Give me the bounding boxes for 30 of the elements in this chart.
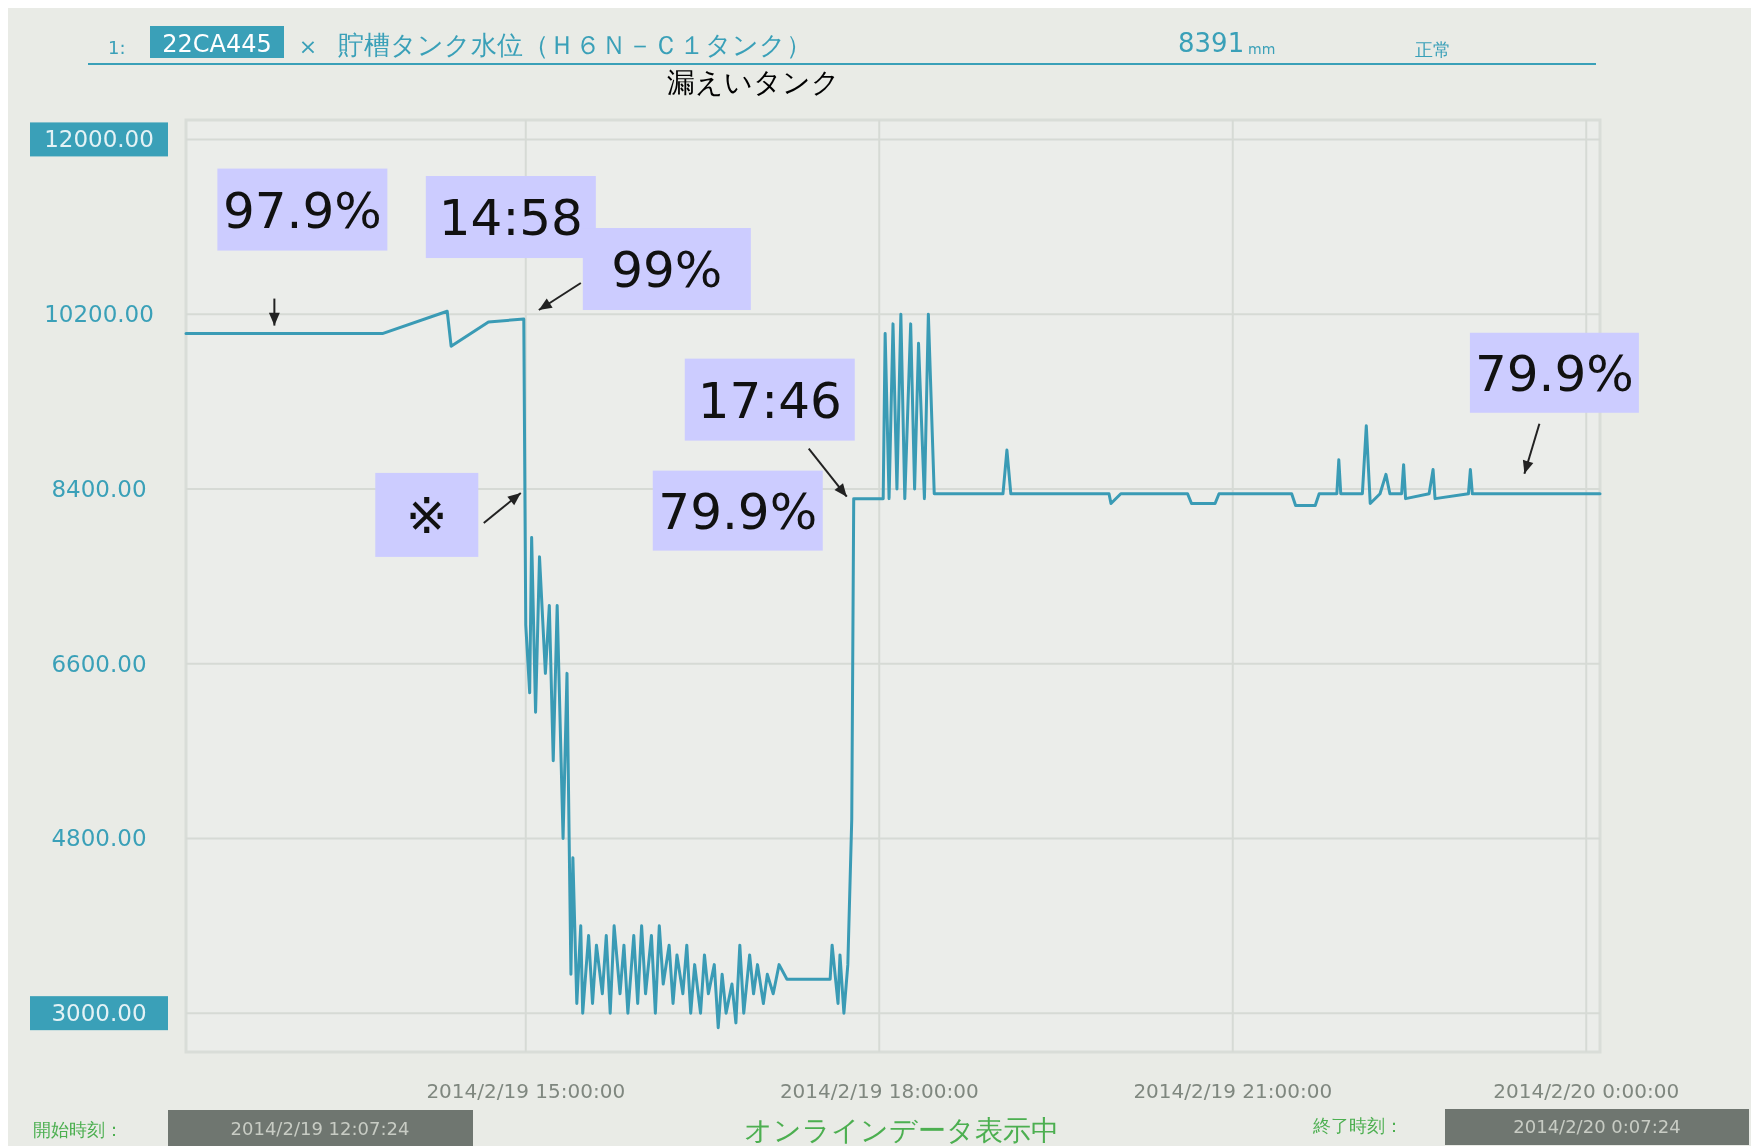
x-tick-label: 2014/2/19 21:00:00 — [1133, 1079, 1333, 1103]
y-tick-label: 10200.00 — [44, 301, 154, 328]
text: 開始時刻： — [33, 1119, 123, 1140]
annotation: 79.9% — [658, 482, 818, 541]
annotation: ※ — [405, 486, 448, 545]
text: 22CA445 — [162, 30, 272, 58]
annotation: 79.9% — [1474, 344, 1634, 403]
text: × — [298, 34, 318, 59]
text: mm — [1248, 41, 1276, 57]
text: 正常 — [1415, 39, 1451, 60]
text: オンラインデータ表示中 — [743, 1114, 1059, 1146]
text: 1: — [108, 37, 126, 58]
chart-title: 貯槽タンク水位（Ｈ６Ｎ－Ｃ１タンク） — [338, 30, 812, 60]
y-tick-label: 4800.00 — [51, 825, 147, 852]
text: 2014/2/20 0:07:24 — [1513, 1116, 1681, 1137]
text: 2014/2/19 12:07:24 — [230, 1118, 410, 1139]
y-tick-label: 8400.00 — [51, 475, 147, 502]
y-tick-label: 3000.00 — [51, 1000, 147, 1027]
annotation: 17:46 — [697, 371, 842, 430]
y-tick-label: 12000.00 — [44, 126, 154, 153]
annotation: 99% — [611, 241, 723, 300]
x-tick-label: 2014/2/20 0:00:00 — [1493, 1079, 1680, 1103]
y-tick-label: 6600.00 — [51, 650, 147, 677]
annotation: 97.9% — [222, 181, 382, 240]
text: 8391 — [1178, 28, 1245, 58]
chart-subtitle: 漏えいタンク — [666, 66, 840, 99]
x-tick-label: 2014/2/19 15:00:00 — [426, 1079, 626, 1103]
annotation: 14:58 — [438, 189, 583, 248]
text: 終了時刻： — [1312, 1115, 1403, 1136]
x-tick-label: 2014/2/19 18:00:00 — [779, 1079, 979, 1103]
